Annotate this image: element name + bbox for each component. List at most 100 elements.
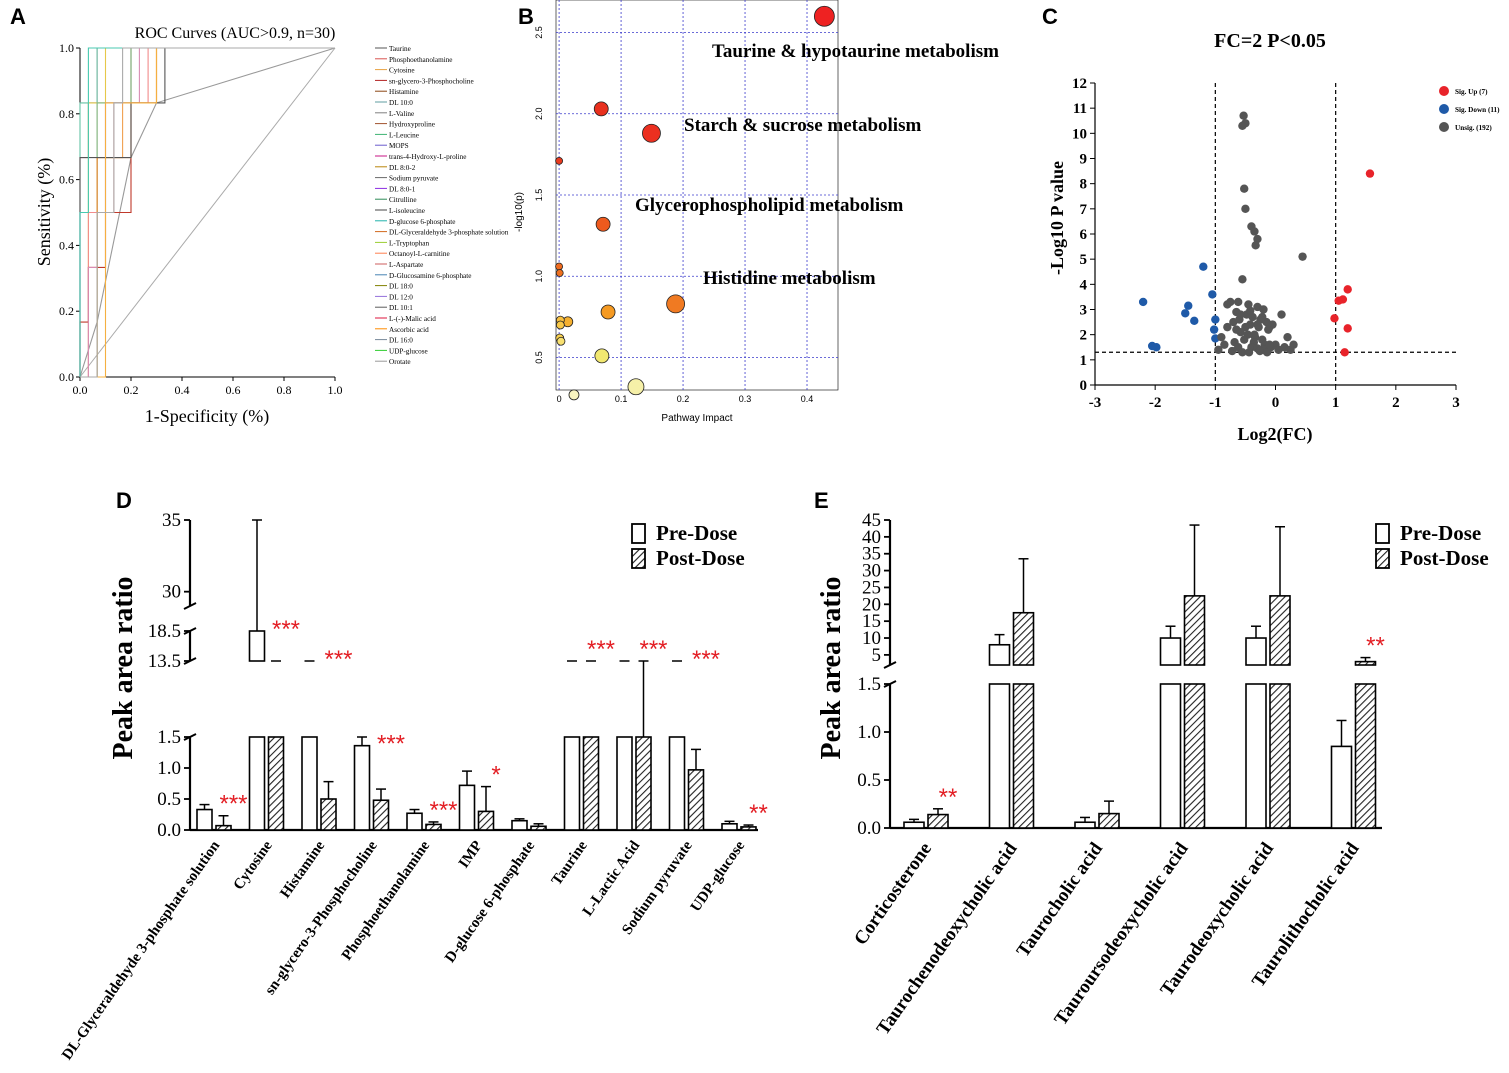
panel-c-volcano-point xyxy=(1244,300,1253,309)
panel-a-legend-label: DL 18:0 xyxy=(389,283,413,291)
panel-e-bar-post-dose xyxy=(1183,683,1206,829)
panel-d-bar-pre-dose xyxy=(301,736,318,831)
panel-c-volcano-point xyxy=(1250,330,1259,339)
panel-c-y-tick-label: 10 xyxy=(1072,126,1087,142)
panel-d-category-label: IMP xyxy=(456,838,486,871)
panel-c-volcano-point xyxy=(1138,297,1148,307)
panel-b-y-tick-label: 2.5 xyxy=(534,26,544,39)
panel-a-legend-label: Taurine xyxy=(389,45,411,53)
panel-d-bar-post-dose xyxy=(635,736,652,831)
panel-c-volcano-point xyxy=(1147,341,1157,351)
panel-d-category-label: DL-Glyceraldehyde 3-phosphate solution xyxy=(59,838,224,1063)
panel-c-volcano-point xyxy=(1250,227,1259,236)
panel-letter-d: D xyxy=(116,488,132,513)
panel-d-bar-pre-dose xyxy=(721,822,738,831)
panel-c-volcano-point xyxy=(1264,325,1273,334)
panel-e-y-tick-label: 35 xyxy=(862,544,881,565)
panel-a-legend-label: L-Valine xyxy=(389,110,414,118)
panel-c-volcano-point xyxy=(1238,121,1247,130)
panel-c-volcano-point xyxy=(1258,312,1267,322)
panel-a-legend-label: DL 8:0-1 xyxy=(389,185,416,193)
panel-b-pathway-point xyxy=(555,320,565,330)
panel-d-y-tick-label: 18.5 xyxy=(148,621,181,642)
panel-b-annotation-starch: Starch & sucrose metabolism xyxy=(684,115,921,136)
panel-c-x-tick-label: -2 xyxy=(1149,395,1162,411)
panel-d-bar-post-dose xyxy=(372,799,390,831)
panel-a-legend-label: sn-glycero-3-Phosphocholine xyxy=(389,77,474,85)
panel-e-y-tick-label: 25 xyxy=(862,577,881,598)
panel-d-significance: *** xyxy=(692,646,720,673)
panel-d-category-label: UDP-glucose xyxy=(688,838,749,915)
panel-a-legend-label: Histamine xyxy=(389,88,419,96)
panel-c-y-tick-label: 8 xyxy=(1080,177,1088,193)
panel-c-volcano-point xyxy=(1340,348,1349,357)
panel-e-bar-pre-dose xyxy=(1245,683,1267,829)
panel-c-y-tick-label: 11 xyxy=(1073,101,1087,117)
panel-a-y-tick-label: 0.2 xyxy=(59,304,74,318)
panel-b-x-tick-label: 0.3 xyxy=(739,394,752,404)
panel-a-legend-label: L-Aspartate xyxy=(389,261,423,269)
panel-a-x-tick-label: 0.8 xyxy=(277,383,292,397)
panel-d-bar-post-dose xyxy=(530,825,547,831)
panel-c-x-tick-label: 3 xyxy=(1452,395,1460,411)
panel-e-y-tick-label: 1.5 xyxy=(857,674,881,695)
panel-e-y-tick-label: 0.0 xyxy=(857,818,881,839)
panel-letter-b: B xyxy=(518,4,534,29)
panel-e-y-tick-label: 0.5 xyxy=(857,770,881,791)
panel-d-y-tick-label: 35 xyxy=(162,510,181,531)
panel-d-category-label: Taurine xyxy=(549,838,591,889)
panel-e-bar-pre-dose xyxy=(988,643,1011,666)
panel-d-significance: *** xyxy=(429,797,457,824)
panel-c-x-tick-label: -3 xyxy=(1089,395,1102,411)
panel-d-y-tick-label: 0.0 xyxy=(157,820,181,841)
panel-b-pathway-point xyxy=(555,156,563,165)
panel-a-legend-label: Phosphoethanolamine xyxy=(389,56,452,64)
panel-e-y-label: Peak area ratio xyxy=(816,577,847,760)
panel-d-bar-pre-dose xyxy=(353,744,371,831)
panel-a-legend-label: L-Leucine xyxy=(389,131,419,139)
panel-c-volcano-point xyxy=(1334,296,1343,305)
panel-d-category-label: Cytosine xyxy=(231,838,276,893)
panel-c-volcano-point xyxy=(1209,325,1219,334)
panel-d-bars: Peak area ratio 0.0 0.5 1.0 1.5 13.5 18.5 30 35… xyxy=(59,510,768,1063)
panel-c-volcano-point xyxy=(1265,340,1274,349)
panel-d-significance: *** xyxy=(377,731,405,758)
panel-c-volcano-point xyxy=(1244,348,1254,357)
panel-e-bar-pre-dose xyxy=(1159,637,1182,666)
panel-d-bar-pre-dose xyxy=(248,736,266,831)
panel-d-category-label: Phosphoethanolamine xyxy=(339,838,434,964)
panel-d-bar-pre-dose xyxy=(511,819,528,831)
panel-d-significance: *** xyxy=(587,636,615,663)
panel-e-bar-post-dose xyxy=(1354,660,1377,666)
panel-a-legend-label: Orotate xyxy=(389,358,411,366)
panel-a-x-tick-label: 0.4 xyxy=(175,383,190,397)
panel-c-volcano-point xyxy=(1190,316,1199,326)
panel-e-y-tick-label: 40 xyxy=(862,527,881,548)
panel-b-x-tick-label: 0 xyxy=(557,394,562,404)
panel-d-bar-post-dose xyxy=(320,798,337,831)
panel-b-x-tick-label: 0.2 xyxy=(677,394,690,404)
panel-c-legend-label: Sig. Up (7) xyxy=(1455,88,1488,96)
panel-a-title: ROC Curves (AUC>0.9, n=30) xyxy=(135,25,336,42)
panel-c-volcano-point xyxy=(1240,184,1249,193)
panel-c-volcano-point xyxy=(1365,169,1375,178)
panel-d-bar-post-dose xyxy=(267,736,285,831)
panel-a-legend-label: Octanoyl-L-carnitine xyxy=(389,250,450,258)
panel-a-x-tick-label: 1.0 xyxy=(328,383,343,397)
panel-d-legend-swatch xyxy=(631,523,646,544)
panel-c-volcano-point xyxy=(1223,300,1232,309)
panel-d-significance: ** xyxy=(749,800,768,827)
panel-b-pathway-point xyxy=(594,348,610,364)
panel-d-y-tick-label: 30 xyxy=(162,582,181,603)
panel-e-y-tick-label: 5 xyxy=(872,645,882,666)
panel-c-volcano: FC=2 P<0.05 -3 -2 -1 0 1 2 3 0123456789101112 … xyxy=(1047,30,1500,445)
panel-d-category-label: D-glucose 6-phosphate xyxy=(442,838,538,966)
panel-b-y-tick-label: 0.5 xyxy=(534,351,544,364)
panel-e-significance: ** xyxy=(939,784,958,811)
panel-d-y-tick-label: 13.5 xyxy=(148,651,181,672)
panel-b-pathway-point xyxy=(595,216,611,232)
panel-c-volcano-point xyxy=(1238,275,1247,284)
panel-c-x-tick-label: -1 xyxy=(1209,395,1222,411)
panel-e-bar-post-dose xyxy=(1354,683,1377,829)
panel-d-legend-label: Post-Dose xyxy=(656,546,745,570)
